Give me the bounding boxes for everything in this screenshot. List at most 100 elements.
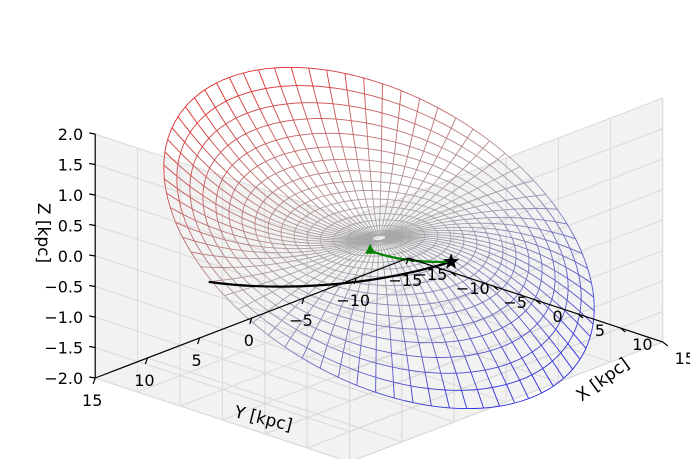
surface-ring-segment: [344, 258, 347, 260]
surface-ring-segment: [338, 230, 340, 232]
surface-ring-segment: [229, 222, 232, 227]
surface-radial-segment: [216, 195, 230, 205]
surface-ring-segment: [404, 341, 412, 343]
surface-radial-segment: [505, 185, 516, 190]
surface-radial-segment: [423, 252, 434, 259]
surface-ring-segment: [450, 127, 460, 134]
surface-ring-segment: [398, 200, 403, 202]
surface-ring-segment: [427, 140, 435, 145]
surface-radial-segment: [451, 186, 460, 193]
surface-ring-segment: [337, 220, 341, 223]
surface-radial-segment: [421, 241, 435, 246]
surface-ring-segment: [284, 259, 288, 263]
surface-ring-segment: [205, 243, 211, 251]
surface-ring-segment: [468, 172, 475, 177]
surface-ring-segment: [566, 241, 571, 249]
surface-ring-segment: [422, 171, 429, 174]
surface-radial-segment: [537, 323, 550, 338]
surface-ring-segment: [320, 243, 322, 245]
surface-ring-segment: [452, 210, 456, 213]
surface-ring-segment: [305, 133, 313, 135]
surface-radial-segment: [381, 239, 388, 245]
surface-radial-segment: [344, 253, 353, 259]
surface-ring-segment: [285, 216, 288, 219]
x-tick-mark: [577, 313, 584, 319]
surface-radial-segment: [481, 335, 491, 352]
surface-ring-segment: [298, 221, 301, 224]
surface-radial-segment: [462, 162, 470, 170]
surface-ring-segment: [479, 222, 483, 226]
surface-ring-segment: [513, 295, 518, 300]
surface-radial-segment: [515, 224, 528, 228]
surface-ring-segment: [423, 180, 429, 184]
surface-ring-segment: [364, 311, 371, 314]
y-tick-label: −10: [336, 291, 370, 310]
surface-ring-segment: [187, 227, 192, 235]
surface-radial-segment: [497, 268, 512, 278]
surface-radial-segment: [424, 235, 438, 238]
surface-ring-segment: [450, 356, 458, 358]
surface-ring-segment: [318, 219, 322, 222]
surface-radial-segment: [321, 275, 329, 282]
surface-ring-segment: [317, 68, 327, 71]
surface-ring-segment: [165, 139, 169, 146]
surface-ring-segment: [412, 247, 414, 250]
surface-ring-segment: [321, 86, 330, 88]
surface-radial-segment: [462, 281, 474, 292]
surface-ring-segment: [290, 293, 297, 298]
surface-radial-segment: [250, 192, 264, 203]
surface-ring-segment: [431, 208, 435, 211]
surface-ring-segment: [386, 172, 392, 175]
surface-radial-segment: [272, 268, 283, 272]
surface-ring-segment: [418, 211, 422, 214]
surface-ring-segment: [270, 257, 274, 262]
surface-ring-segment: [514, 248, 517, 252]
surface-ring-segment: [351, 354, 360, 359]
surface-radial-segment: [348, 105, 352, 121]
surface-ring-segment: [450, 162, 457, 167]
surface-ring-segment: [418, 179, 424, 182]
surface-radial-segment: [413, 274, 420, 284]
y-tick-mark: [197, 337, 201, 345]
surface-ring-segment: [344, 251, 347, 253]
surface-radial-segment: [284, 184, 296, 195]
z-tick-mark: [89, 376, 96, 379]
surface-ring-segment: [237, 271, 243, 278]
surface-radial-segment: [376, 240, 379, 246]
surface-ring-segment: [288, 324, 297, 330]
surface-ring-segment: [396, 327, 403, 329]
surface-ring-segment: [324, 216, 327, 218]
y-tick-label: −15: [389, 271, 423, 290]
surface-radial-segment: [476, 247, 490, 254]
surface-ring-segment: [413, 264, 417, 266]
surface-ring-segment: [297, 259, 301, 263]
surface-radial-segment: [485, 261, 499, 270]
surface-radial-segment: [510, 322, 522, 338]
surface-radial-segment: [308, 67, 314, 87]
surface-ring-segment: [500, 195, 506, 201]
surface-ring-segment: [268, 267, 273, 272]
surface-ring-segment: [459, 132, 468, 139]
surface-radial-segment: [349, 242, 362, 246]
surface-ring-segment: [284, 152, 290, 155]
surface-radial-segment: [335, 243, 349, 247]
surface-ring-segment: [440, 276, 445, 279]
surface-ring-segment: [273, 86, 281, 88]
surface-ring-segment: [478, 301, 483, 305]
surface-ring-segment: [410, 248, 413, 250]
surface-ring-segment: [432, 226, 435, 228]
surface-radial-segment: [319, 208, 330, 216]
surface-ring-segment: [434, 242, 436, 245]
z-tick-mark: [89, 284, 96, 288]
surface-radial-segment: [280, 231, 295, 236]
surface-ring-segment: [442, 187, 448, 191]
surface-radial-segment: [367, 206, 371, 215]
surface-ring-segment: [245, 238, 249, 242]
surface-ring-segment: [242, 227, 245, 232]
surface-ring-segment: [425, 114, 435, 120]
surface-ring-segment: [558, 377, 564, 383]
surface-radial-segment: [325, 302, 331, 312]
surface-ring-segment: [331, 223, 334, 226]
surface-ring-segment: [414, 355, 422, 358]
surface-ring-segment: [446, 137, 455, 143]
